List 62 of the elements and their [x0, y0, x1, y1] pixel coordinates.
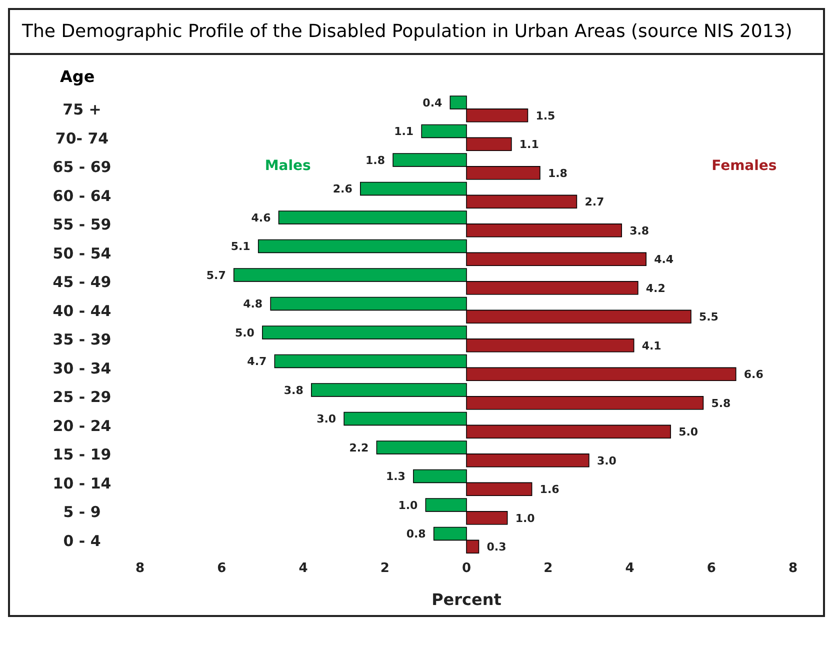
y-tick-label: 10 - 14 [52, 474, 112, 493]
y-tick-label: 40 - 44 [52, 302, 112, 320]
data-label: 4.1 [642, 340, 662, 353]
y-tick-label: 30 - 34 [52, 360, 112, 378]
y-tick-label: 0 - 4 [63, 532, 101, 550]
y-tick-label: 45 - 49 [52, 274, 112, 292]
data-label: 1.1 [394, 126, 414, 139]
data-label: 5.1 [230, 240, 250, 254]
data-label: 1.1 [519, 138, 539, 152]
y-tick-label: 75 + [62, 101, 102, 120]
data-label: 2.2 [349, 442, 369, 455]
data-label: 3.8 [284, 384, 304, 398]
data-label: 0.3 [486, 541, 506, 554]
data-label: 4.2 [646, 282, 666, 296]
data-label: 1.8 [366, 154, 386, 168]
x-tick-label: 8 [788, 562, 798, 577]
data-label: 5.0 [678, 426, 698, 440]
data-label: 5.8 [711, 397, 731, 410]
data-label: 3.8 [630, 224, 650, 238]
data-label: 1.3 [386, 470, 406, 484]
x-tick-label: 6 [706, 562, 716, 577]
data-label: 2.6 [332, 183, 353, 196]
data-label: 1.0 [398, 499, 418, 512]
data-label: 0.4 [422, 96, 443, 110]
x-tick-label: 2 [544, 562, 553, 577]
data-label: 5.5 [698, 311, 718, 324]
data-label: 3.0 [316, 413, 336, 426]
x-tick-label: 6 [217, 562, 226, 577]
y-tick-label: 65 - 69 [52, 158, 112, 177]
data-label: 0.8 [406, 528, 426, 542]
y-axis-title: Age [60, 67, 95, 86]
data-label: 4.7 [247, 356, 267, 369]
y-tick-label: 35 - 39 [52, 331, 112, 350]
y-tick-label: 60 - 64 [52, 187, 112, 206]
data-label: 4.4 [654, 254, 674, 267]
y-tick-label: 70- 74 [55, 130, 109, 148]
y-tick-label: 55 - 59 [52, 216, 112, 234]
x-tick-label: 4 [625, 562, 634, 577]
data-label: 2.7 [584, 196, 604, 210]
data-label: 4.6 [251, 212, 272, 225]
x-tick-label: 8 [135, 562, 145, 577]
data-label: 1.8 [548, 167, 568, 180]
data-label: 3.0 [596, 454, 617, 468]
y-tick-label: 15 - 19 [52, 446, 112, 464]
x-axis-title: Percent [432, 590, 502, 610]
data-label: 5.7 [206, 269, 226, 282]
data-label: 6.6 [744, 368, 764, 382]
y-tick-label: 25 - 29 [52, 388, 112, 407]
x-tick-label: 4 [298, 562, 308, 577]
text: Males [264, 158, 311, 174]
x-tick-label: 0 [462, 562, 472, 577]
data-label: 1.6 [540, 484, 560, 497]
x-tick-label: 2 [380, 562, 390, 577]
chart-title: The Demographic Profile of the Disabled Population in Urban Areas (source NIS 2013) [10, 10, 823, 56]
data-label: 1.5 [536, 110, 556, 123]
data-label: 1.0 [515, 512, 536, 526]
y-tick-label: 5 - 9 [63, 504, 101, 522]
data-label: 4.8 [243, 298, 263, 312]
y-tick-label: 20 - 24 [52, 417, 112, 436]
text: Females [712, 158, 777, 174]
data-label: 5.0 [234, 326, 255, 340]
y-tick-label: 50 - 54 [52, 244, 112, 263]
